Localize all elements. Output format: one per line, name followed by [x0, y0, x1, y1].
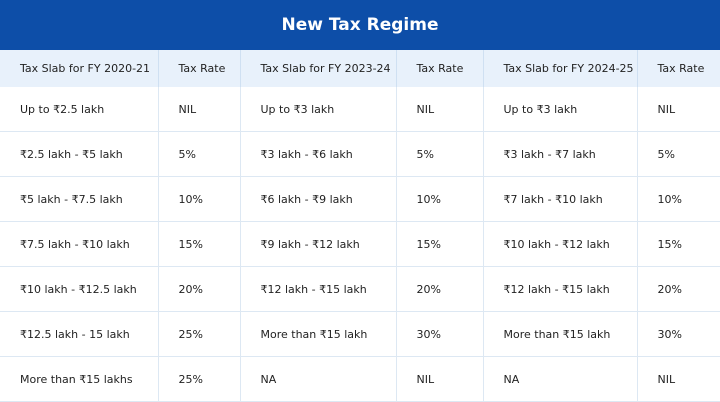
column-header-tax-slab: Tax Slab for FY 2020-21 — [0, 50, 159, 87]
tax-rate-cell: 25% — [158, 356, 241, 402]
tax-rate-cell: 25% — [158, 311, 241, 357]
tax-slab-cell: ₹7.5 lakh - ₹10 lakh — [0, 221, 159, 267]
table-row: ₹2.5 lakh - ₹5 lakh 5% ₹3 lakh - ₹6 lakh 5%… — [0, 131, 720, 177]
tax-slab-cell: ₹5 lakh - ₹7.5 lakh — [0, 176, 159, 222]
tax-slab-cell: More than ₹15 lakh — [240, 311, 397, 357]
tax-slab-cell: ₹2.5 lakh - ₹5 lakh — [0, 131, 159, 177]
table-row: ₹7.5 lakh - ₹10 lakh 15% ₹9 lakh - ₹12 lak… — [0, 221, 720, 267]
tax-rate-cell: 15% — [396, 221, 484, 267]
tax-slab-cell: ₹3 lakh - ₹7 lakh — [483, 131, 638, 177]
tax-slab-cell: Up to ₹3 lakh — [240, 87, 397, 132]
tax-rate-cell: NIL — [158, 87, 241, 132]
tax-rate-cell: 20% — [158, 266, 241, 312]
tax-rate-cell: 20% — [396, 266, 484, 312]
column-header-tax-rate: Tax Rate — [396, 50, 484, 87]
tax-slab-cell: ₹12 lakh - ₹15 lakh — [483, 266, 638, 312]
column-header-row: Tax Slab for FY 2020-21 Tax Rate Tax Slab … — [0, 50, 720, 87]
tax-rate-cell: 5% — [158, 131, 241, 177]
tax-slab-table: Tax Slab for FY 2020-21 Tax Rate Tax Slab … — [0, 50, 720, 402]
tax-slab-cell: NA — [483, 356, 638, 402]
tax-rate-cell: 30% — [637, 311, 720, 357]
tax-rate-cell: 15% — [158, 221, 241, 267]
tax-slab-cell: ₹10 lakh - ₹12.5 lakh — [0, 266, 159, 312]
tax-slab-cell: Up to ₹3 lakh — [483, 87, 638, 132]
tax-slab-cell: ₹12.5 lakh - 15 lakh — [0, 311, 159, 357]
tax-rate-cell: 5% — [637, 131, 720, 177]
tax-slab-cell: Up to ₹2.5 lakh — [0, 87, 159, 132]
tax-rate-cell: NIL — [637, 87, 720, 132]
tax-rate-cell: 20% — [637, 266, 720, 312]
tax-rate-cell: 15% — [637, 221, 720, 267]
tax-slab-cell: ₹10 lakh - ₹12 lakh — [483, 221, 638, 267]
tax-slab-cell: NA — [240, 356, 397, 402]
column-header-tax-slab: Tax Slab for FY 2024-25 — [483, 50, 638, 87]
column-header-tax-rate: Tax Rate — [158, 50, 241, 87]
table-row: Up to ₹2.5 lakh NIL Up to ₹3 lakh NIL Up to … — [0, 87, 720, 132]
table-row: ₹12.5 lakh - 15 lakh 25% More than ₹15 lak… — [0, 311, 720, 357]
tax-rate-cell: 30% — [396, 311, 484, 357]
tax-rate-cell: NIL — [396, 356, 484, 402]
tax-rate-cell: 10% — [637, 176, 720, 222]
tax-slab-cell: More than ₹15 lakh — [483, 311, 638, 357]
table-row: ₹10 lakh - ₹12.5 lakh 20% ₹12 lakh - ₹15 l… — [0, 266, 720, 312]
tax-slab-cell: ₹7 lakh - ₹10 lakh — [483, 176, 638, 222]
table-row: More than ₹15 lakhs 25% NA NIL NA NIL — [0, 356, 720, 402]
tax-slab-cell: More than ₹15 lakhs — [0, 356, 159, 402]
table-title: New Tax Regime — [0, 0, 720, 50]
tax-slab-cell: ₹6 lakh - ₹9 lakh — [240, 176, 397, 222]
tax-rate-cell: 10% — [158, 176, 241, 222]
table-row: ₹5 lakh - ₹7.5 lakh 10% ₹6 lakh - ₹9 lakh 1… — [0, 176, 720, 222]
tax-slab-cell: ₹3 lakh - ₹6 lakh — [240, 131, 397, 177]
tax-rate-cell: NIL — [396, 87, 484, 132]
tax-rate-cell: 10% — [396, 176, 484, 222]
tax-slab-cell: ₹12 lakh - ₹15 lakh — [240, 266, 397, 312]
tax-rate-cell: NIL — [637, 356, 720, 402]
tax-slab-cell: ₹9 lakh - ₹12 lakh — [240, 221, 397, 267]
column-header-tax-rate: Tax Rate — [637, 50, 720, 87]
column-header-tax-slab: Tax Slab for FY 2023-24 — [240, 50, 397, 87]
tax-rate-cell: 5% — [396, 131, 484, 177]
